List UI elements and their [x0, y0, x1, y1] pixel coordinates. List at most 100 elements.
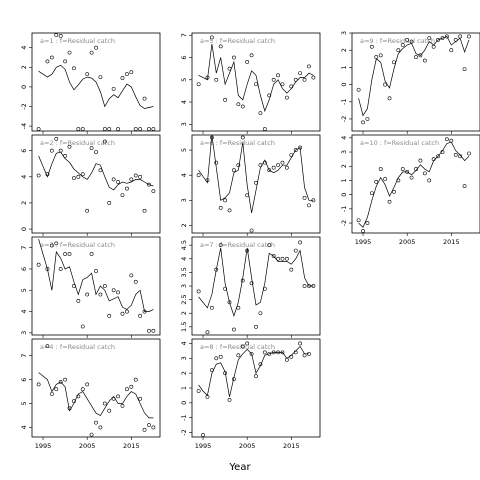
observation-point [63, 59, 68, 64]
observation-point [133, 127, 138, 131]
observation-point [431, 157, 436, 162]
observation-point [249, 351, 254, 356]
observation-point [205, 330, 210, 335]
y-tick-label: 3.5 [180, 267, 188, 277]
observation-point [249, 281, 254, 286]
observation-point [467, 34, 471, 39]
observation-point [214, 160, 219, 165]
observation-point [129, 177, 134, 182]
y-tick-label: 4 [180, 173, 188, 177]
observation-point [449, 48, 454, 53]
y-tick-label: -1 [180, 414, 188, 420]
panel-6: a=6 : f=Residual catch 2 3 4 5 [180, 134, 321, 236]
y-tick-label: 7 [20, 246, 28, 250]
y-tick-label: 3 [20, 331, 28, 335]
panel-frame [351, 134, 480, 234]
observation-point [293, 148, 298, 152]
observation-point [124, 186, 129, 191]
observation-point [111, 177, 116, 182]
observation-point [142, 208, 147, 213]
observation-point [107, 201, 112, 205]
observation-point [129, 70, 134, 75]
observation-point [227, 66, 232, 71]
y-tick-label: 2 [340, 48, 348, 52]
fitted-line [38, 64, 154, 109]
observation-point [80, 172, 85, 177]
observation-point [427, 178, 432, 183]
observation-point [89, 432, 94, 437]
observation-point [271, 165, 276, 170]
observation-point [151, 189, 156, 194]
panel-strip-label: a=5 : f=Residual catch [200, 37, 275, 45]
y-tick-label: 1.5 [180, 322, 188, 332]
panel-strip-label: a=6 : f=Residual catch [200, 139, 275, 147]
y-tick-label: 5 [20, 401, 28, 405]
observation-point [409, 39, 414, 44]
observation-point [458, 34, 463, 39]
panel-5: a=5 : f=Residual catch 3 4 5 6 7 [180, 32, 321, 134]
observation-point [85, 292, 90, 297]
observation-point [151, 425, 156, 430]
observation-point [245, 248, 250, 253]
observation-point [396, 178, 401, 183]
y-tick-label: 3 [340, 150, 348, 154]
fitted-line [198, 44, 314, 113]
observation-point [120, 193, 125, 198]
y-tick-label: -4 [20, 123, 28, 129]
observation-point [236, 305, 241, 310]
observation-point [262, 160, 267, 165]
observation-point [205, 178, 210, 183]
observation-point [54, 137, 59, 141]
observation-point [45, 344, 50, 349]
y-tick-label: 4 [340, 136, 348, 140]
panel-9: a=9 : f=Residual catch -2 -1 0 1 2 3 [340, 31, 480, 134]
y-tick-label: -2 [340, 220, 348, 226]
observation-point [223, 286, 228, 291]
observation-point [436, 37, 440, 42]
observation-point [240, 344, 245, 349]
observation-point [49, 243, 54, 248]
panel-frame [31, 338, 161, 438]
observation-point [116, 394, 120, 399]
observation-point [422, 58, 427, 63]
observation-point [151, 328, 156, 333]
observation-point [133, 279, 138, 284]
y-tick-label: 3 [180, 198, 188, 202]
observation-point [98, 425, 103, 430]
observation-point [298, 71, 303, 75]
x-axis-title: Year [228, 462, 251, 473]
observation-point [76, 174, 81, 179]
fitted-line [38, 151, 154, 191]
observation-point [196, 289, 201, 294]
panel-strip-label: a=7 : f=Residual catch [200, 241, 275, 249]
observation-point [271, 254, 276, 258]
observation-point [80, 387, 85, 392]
observation-point [431, 44, 436, 49]
fitted-line [38, 372, 154, 419]
x-tick-label: 2005 [239, 442, 256, 450]
observation-point [258, 362, 263, 367]
observation-point [307, 64, 311, 69]
observation-point [298, 240, 303, 245]
observation-point [36, 382, 41, 387]
y-tick-label: 4.5 [180, 240, 188, 250]
y-tick-label: -1 [340, 99, 348, 105]
observation-point [280, 350, 285, 355]
observation-point [453, 37, 458, 42]
panel-frame [31, 134, 161, 234]
y-tick-label: 4 [20, 425, 28, 429]
observation-point [453, 152, 458, 157]
observation-point [45, 267, 50, 271]
y-tick-label: 2.5 [180, 294, 188, 304]
observation-point [124, 309, 129, 314]
y-tick-label: 4 [180, 100, 188, 104]
y-tick-label: 4 [20, 46, 28, 50]
observation-point [356, 218, 361, 223]
observation-point [284, 165, 289, 170]
observation-point [378, 53, 383, 58]
observation-point [298, 145, 303, 150]
observation-point [276, 256, 280, 261]
observation-point [89, 50, 94, 55]
observation-point [129, 384, 134, 389]
observation-point [462, 184, 467, 189]
